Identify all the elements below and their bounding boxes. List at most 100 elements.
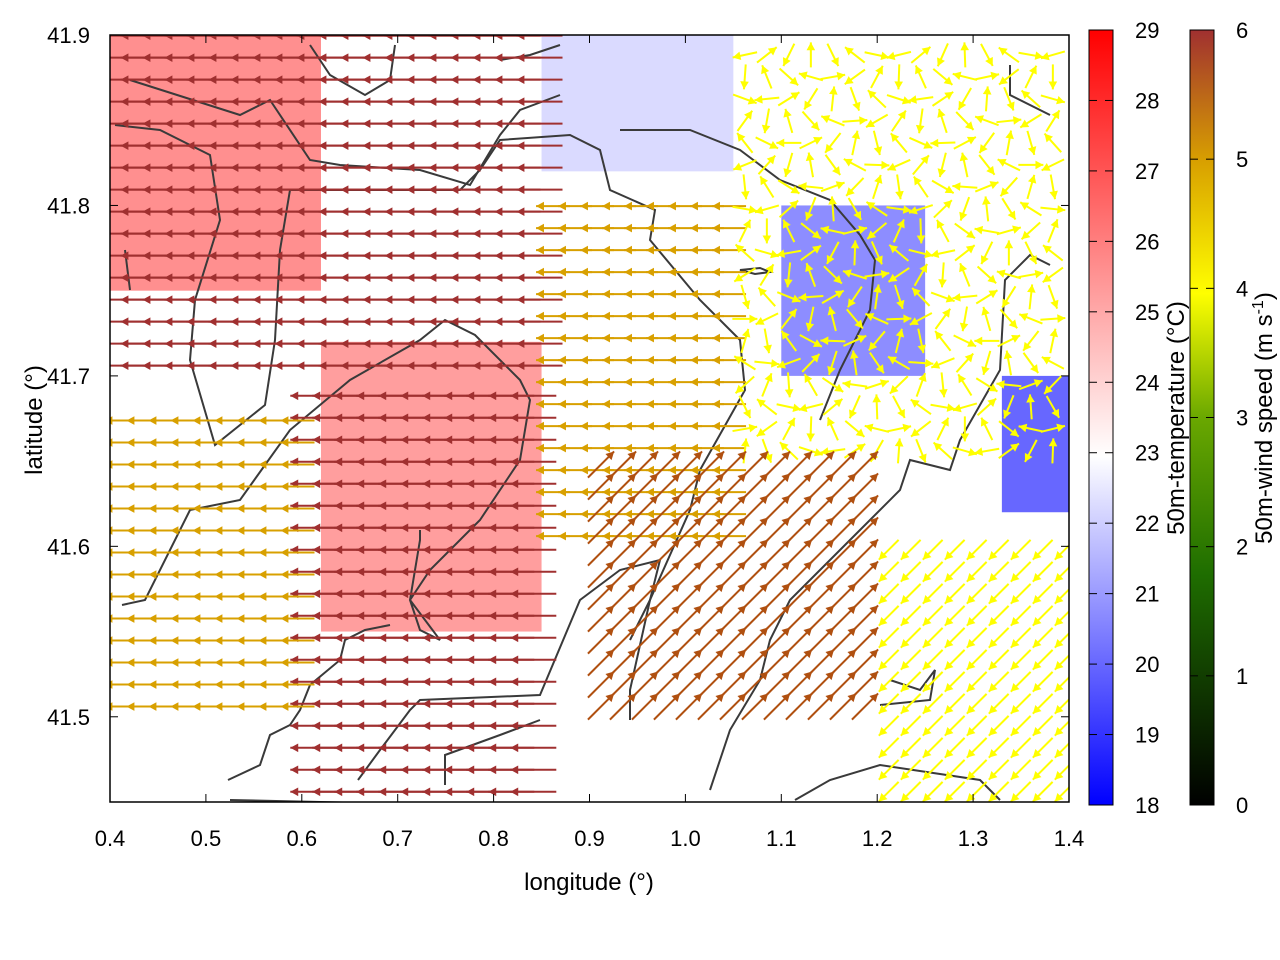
wind-arrow xyxy=(900,737,922,759)
wind-arrow xyxy=(807,450,835,479)
wind-arrow xyxy=(966,759,988,781)
wind-arrow xyxy=(782,219,796,243)
x-tick-label: 0.6 xyxy=(287,826,318,851)
wind-arrow xyxy=(931,179,955,195)
wind-arrow xyxy=(1010,649,1032,671)
wind-arrow xyxy=(516,75,563,84)
wind-arrow xyxy=(798,446,824,457)
wind-arrow xyxy=(938,262,947,288)
wind-arrow xyxy=(976,397,997,416)
wind-arrow xyxy=(849,350,859,376)
wind-arrow xyxy=(510,655,557,665)
wind-arrow xyxy=(712,487,747,497)
wind-arrow xyxy=(798,292,824,302)
wind-arrow xyxy=(1018,269,1044,279)
wind-arrow xyxy=(851,560,879,589)
wind-arrow xyxy=(1010,671,1032,693)
wind-arrow xyxy=(959,152,969,178)
wind-arrow xyxy=(732,93,757,105)
wind-arrow xyxy=(878,671,900,693)
wind-arrow xyxy=(842,225,868,235)
wind-arrow xyxy=(914,65,927,89)
wind-arrow xyxy=(1032,671,1054,693)
wind-arrow xyxy=(944,539,966,561)
wind-arrow xyxy=(1004,240,1014,266)
wind-arrow xyxy=(280,416,315,425)
temperature-tick-label: 18 xyxy=(1135,793,1159,818)
wind-arrow xyxy=(954,222,976,240)
wind-arrow xyxy=(1042,266,1064,284)
wind-arrow xyxy=(799,334,823,348)
wind-arrow xyxy=(900,671,922,693)
wind-arrow xyxy=(982,196,991,222)
wind-arrow xyxy=(1041,158,1065,172)
wind-arrow xyxy=(966,583,988,605)
wind-arrow xyxy=(784,372,794,398)
wind-arrow xyxy=(763,450,791,479)
wind-arrow xyxy=(842,269,868,280)
wind-arrow xyxy=(712,421,747,431)
wind-arrow xyxy=(953,136,977,150)
wind-arrow xyxy=(1024,65,1038,89)
wind-arrow xyxy=(1019,201,1042,217)
wind-arrow xyxy=(988,737,1010,759)
wind-arrow xyxy=(756,420,778,438)
wind-arrow xyxy=(1010,759,1032,781)
wind-arrow xyxy=(915,438,927,463)
wind-arrow xyxy=(1024,439,1038,463)
wind-arrow xyxy=(981,350,992,376)
wind-arrow xyxy=(1032,715,1054,737)
wind-arrow xyxy=(712,465,747,475)
wind-arrow xyxy=(1010,627,1032,649)
wind-arrow xyxy=(510,721,557,731)
x-tick-label: 1.2 xyxy=(862,826,893,851)
wind-arrow xyxy=(844,420,866,438)
wind-arrow xyxy=(878,583,900,605)
wind-arrow xyxy=(1001,197,1017,221)
wind-arrow xyxy=(932,68,954,86)
wind-arrow xyxy=(917,328,927,354)
wind-arrow xyxy=(1054,566,1069,583)
wind-arrow xyxy=(776,249,802,258)
y-tick-label: 41.7 xyxy=(47,364,90,389)
wind-arrow xyxy=(957,87,972,111)
wind-arrow xyxy=(959,262,971,287)
wind-arrow xyxy=(892,219,905,243)
wind-arrow xyxy=(974,225,1000,235)
wind-arrow xyxy=(1026,130,1037,156)
wind-arrow xyxy=(988,781,1010,802)
wind-arrow xyxy=(1054,676,1069,693)
wind-arrow xyxy=(1020,89,1041,108)
wind-arrow xyxy=(988,627,1010,649)
wind-arrow xyxy=(1032,605,1054,627)
wind-arrow xyxy=(754,204,780,215)
wind-arrow xyxy=(510,479,557,489)
wind-arrow xyxy=(516,207,563,216)
temperature-tick-label: 19 xyxy=(1135,723,1159,748)
temperature-cell xyxy=(541,35,734,172)
wind-arrow xyxy=(872,174,883,200)
wind-arrow xyxy=(798,71,824,82)
wind-arrow xyxy=(712,399,747,409)
wind-arrow xyxy=(826,417,839,441)
wind-arrow xyxy=(966,561,988,583)
wind-arrow xyxy=(870,241,883,265)
wind-arrow xyxy=(510,545,557,555)
wind-arrow xyxy=(755,312,779,326)
wind-arrow xyxy=(849,86,861,111)
wind-arrow xyxy=(944,671,966,693)
wind-arrow xyxy=(955,352,974,373)
windspeed-colorbar: 0 1 2 3 4 5 6 50m-wind speed (m s-1) xyxy=(1189,18,1278,818)
wind-arrow xyxy=(864,379,890,390)
wind-arrow xyxy=(900,539,922,561)
wind-arrow xyxy=(516,163,563,172)
wind-arrow xyxy=(894,64,904,90)
x-tick-label: 0.7 xyxy=(382,826,413,851)
wind-arrow xyxy=(845,177,865,197)
wind-arrow xyxy=(922,781,944,802)
temperature-cell xyxy=(320,341,542,632)
wind-arrow xyxy=(587,450,615,479)
temperature-colorbar: 18 19 20 21 22 23 24 25 26 27 28 29 50m-temperature… xyxy=(1088,18,1190,818)
wind-arrow xyxy=(851,472,879,501)
wind-arrow xyxy=(851,516,879,545)
